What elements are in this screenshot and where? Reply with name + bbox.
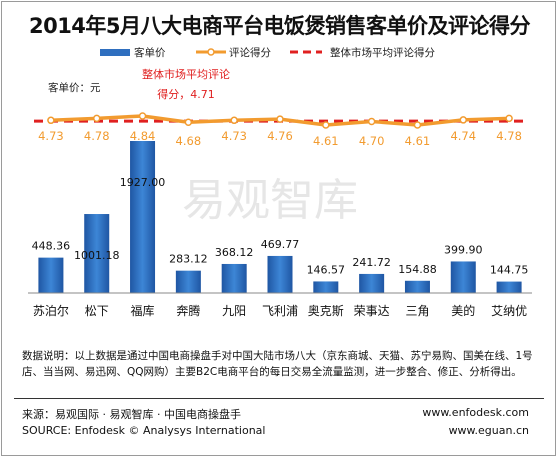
bar-苏泊尔 (38, 257, 64, 293)
footer-divider (14, 398, 544, 399)
watermark-text: 易观智库 (182, 175, 358, 226)
score-point (276, 115, 284, 123)
source-cn: 来源：易观国际 · 易观智库 · 中国电商操盘手 (22, 408, 241, 421)
x-tick-label: 飞利浦 (262, 304, 298, 318)
url-enfodesk[interactable]: www.enfodesk.com (422, 406, 529, 419)
bar-奔腾 (175, 270, 201, 293)
x-tick-label: 美的 (451, 303, 475, 318)
score-value-label: 4.61 (405, 134, 431, 148)
legend-label-line: 评论得分 (229, 46, 271, 59)
score-point (230, 116, 238, 125)
avg-annotation-line1: 整体市场平均评论 (142, 67, 230, 81)
x-tick-label: 奔腾 (176, 303, 200, 318)
avg-annotation-line2: 得分，4.71 (157, 88, 215, 101)
score-point (47, 116, 55, 125)
bar-value-label: 399.90 (444, 243, 483, 256)
score-value-label: 4.78 (496, 129, 522, 143)
bar-value-label: 241.72 (352, 256, 391, 269)
score-value-label: 4.78 (84, 129, 110, 143)
score-point (459, 116, 468, 124)
score-value-label: 4.74 (450, 129, 476, 143)
score-point (322, 121, 330, 129)
bar-value-label: 146.57 (307, 263, 346, 276)
bar-value-label: 154.88 (398, 263, 437, 276)
data-note: 数据说明：以上数据是通过中国电商操盘手对中国大陆市场八大（京东商城、天猫、苏宁易… (22, 350, 533, 378)
score-point (92, 114, 101, 123)
x-tick-label: 九阳 (222, 304, 246, 318)
x-tick-label: 荣事达 (354, 304, 390, 318)
bar-三角 (404, 280, 430, 293)
bar-美的 (450, 261, 476, 293)
score-point (413, 121, 422, 129)
bar-value-label: 448.36 (32, 240, 71, 253)
bar-荣事达 (359, 273, 385, 293)
bar-松下 (84, 214, 110, 293)
score-value-label: 4.73 (38, 129, 64, 143)
score-value-label: 4.68 (176, 134, 202, 148)
score-point (184, 118, 193, 127)
url-eguan[interactable]: www.eguan.cn (448, 424, 529, 437)
score-value-label: 4.84 (130, 129, 156, 143)
bar-value-label: 1927.00 (120, 176, 166, 189)
score-value-label: 4.70 (359, 134, 385, 148)
legend-swatch-bar (100, 49, 130, 56)
x-tick-label: 奥克斯 (308, 304, 344, 318)
legend-marker-line (207, 48, 215, 56)
y-axis-label: 客单价：元 (48, 81, 101, 94)
legend-label-avg: 整体市场平均评论得分 (330, 46, 435, 59)
legend-label-bar: 客单价 (134, 46, 166, 59)
source-en: SOURCE: Enfodesk © Analysys Internationa… (22, 424, 266, 437)
bar-value-label: 469.77 (261, 238, 300, 251)
chart-title: 2014年5月八大电商平台电饭煲销售客单价及评论得分 (28, 14, 531, 38)
x-tick-label: 艾纳优 (491, 304, 527, 318)
bar-飞利浦 (267, 255, 293, 293)
score-point (367, 117, 376, 126)
bar-奥克斯 (313, 281, 339, 293)
bar-value-label: 368.12 (215, 246, 254, 259)
x-tick-label: 福库 (131, 303, 155, 318)
bar-value-label: 144.75 (490, 264, 529, 277)
score-point (138, 112, 147, 120)
bar-艾纳优 (496, 281, 522, 293)
bar-九阳 (221, 263, 247, 293)
x-tick-label: 苏泊尔 (33, 303, 69, 318)
bar-福库 (130, 141, 156, 293)
score-value-label: 4.76 (267, 129, 293, 143)
score-value-label: 4.61 (313, 134, 339, 148)
score-value-label: 4.73 (221, 129, 247, 143)
x-tick-label: 松下 (85, 304, 109, 318)
bar-value-label: 1001.18 (74, 249, 120, 262)
bar-value-label: 283.12 (169, 253, 208, 266)
x-tick-label: 三角 (405, 304, 429, 318)
score-point (505, 114, 513, 123)
